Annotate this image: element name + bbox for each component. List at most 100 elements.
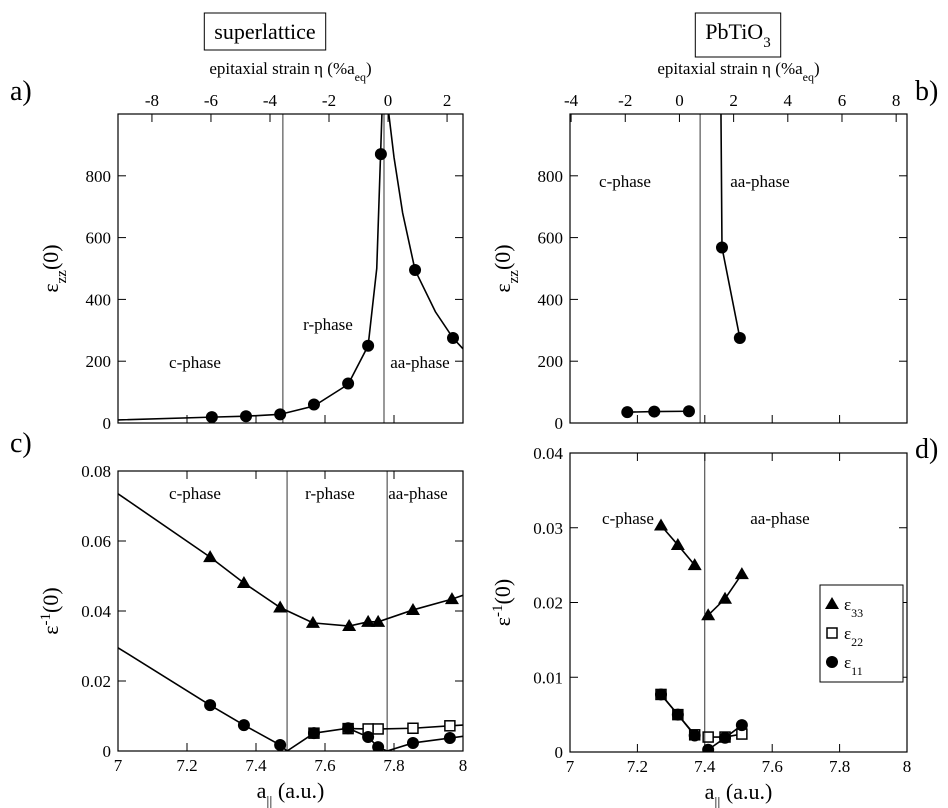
marker	[342, 377, 355, 390]
legend-label: ε33	[844, 595, 863, 620]
marker	[274, 408, 287, 421]
x-tick-label: 7.4	[245, 756, 267, 775]
x-tick-label: 7.8	[383, 756, 404, 775]
x-tick-label: 7.6	[314, 756, 335, 775]
x-tick-label: 7.2	[176, 756, 197, 775]
text-part: ε	[844, 595, 851, 614]
text-part: 11	[851, 664, 863, 678]
text-part: ε	[844, 624, 851, 643]
x2-tick-label: 4	[784, 91, 793, 110]
x2-tick-label: -2	[322, 91, 336, 110]
x2-tick-label: -2	[618, 91, 632, 110]
text-part: )	[814, 59, 820, 78]
marker	[719, 731, 732, 744]
panel-letter: d)	[915, 434, 938, 465]
legend-marker	[825, 597, 839, 609]
text-part: )	[366, 59, 372, 78]
y-tick-label: 0	[103, 414, 112, 433]
x-axis-label: a|| (a.u.)	[705, 779, 773, 808]
x2-tick-label: -8	[145, 91, 159, 110]
y-tick-label: 800	[86, 167, 112, 186]
panel-title: superlattice	[214, 19, 315, 44]
text-part: (0)	[38, 244, 63, 270]
text-part: ε	[490, 617, 515, 626]
text-part: eq	[355, 70, 366, 84]
x-tick-label: 7.6	[762, 757, 783, 776]
plot-area	[621, 114, 746, 419]
text-part: (0)	[38, 587, 63, 613]
y-tick-label: 0	[555, 743, 564, 762]
marker	[682, 405, 695, 418]
marker	[648, 405, 661, 418]
text-part: PbTiO	[705, 19, 763, 44]
marker	[372, 741, 385, 751]
x-tick-label: 8	[459, 756, 468, 775]
marker	[654, 688, 667, 701]
phase-label: aa-phase	[388, 484, 447, 503]
marker	[239, 410, 252, 423]
marker	[653, 518, 668, 531]
y-axis-label: εzz(0)	[490, 244, 522, 292]
plot-frame	[569, 113, 908, 424]
marker	[407, 722, 419, 734]
x2-tick-label: 0	[675, 91, 684, 110]
panel-title: PbTiO3	[705, 19, 770, 51]
y-tick-label: 800	[538, 167, 564, 186]
text-part: ε	[844, 653, 851, 672]
curve	[118, 114, 383, 421]
marker	[307, 398, 320, 411]
text-part: ε	[490, 283, 515, 292]
plot-area	[118, 114, 463, 423]
text-part: ||	[714, 795, 720, 808]
phase-label: c-phase	[599, 172, 651, 191]
marker	[274, 739, 287, 751]
text-part: zz	[54, 270, 70, 284]
curve	[720, 114, 741, 339]
marker	[205, 411, 218, 423]
marker	[236, 576, 251, 588]
x-tick-label: 7.4	[694, 757, 716, 776]
y-tick-label: 0.03	[533, 519, 563, 538]
marker	[446, 332, 459, 345]
marker	[718, 591, 733, 604]
text-part: -1	[490, 604, 506, 617]
panel-letter: a)	[10, 76, 32, 107]
text-part: (0)	[490, 244, 515, 270]
y-tick-label: 200	[86, 352, 112, 371]
legend-marker	[826, 627, 838, 639]
x2-axis-label: epitaxial strain η (%aeq)	[209, 59, 371, 84]
y-axis-label: ε-1(0)	[38, 587, 63, 634]
x2-tick-label: -4	[564, 91, 579, 110]
marker	[688, 729, 701, 742]
legend-label: ε22	[844, 624, 863, 649]
text-part: a	[705, 779, 715, 804]
marker	[374, 148, 387, 161]
y-axis-label: εzz(0)	[38, 244, 70, 292]
y-tick-label: 0	[103, 742, 112, 761]
marker	[621, 406, 634, 419]
text-part: a	[257, 778, 267, 803]
text-part: epitaxial strain η (%a	[657, 59, 803, 78]
title-box	[694, 12, 782, 58]
marker	[237, 719, 250, 732]
phase-label: r-phase	[303, 315, 353, 334]
marker	[305, 615, 320, 628]
y-tick-label: 0	[555, 414, 564, 433]
marker	[273, 600, 288, 613]
text-part: ||	[266, 794, 272, 808]
y-tick-label: 400	[86, 290, 112, 309]
plot-frame	[569, 452, 908, 753]
plot-area	[653, 518, 749, 752]
y-axis-label: ε-1(0)	[490, 579, 515, 626]
marker	[204, 699, 217, 712]
text-part: ε	[38, 283, 63, 292]
marker	[362, 339, 375, 352]
phase-label: aa-phase	[390, 353, 449, 372]
text-part: eq	[803, 70, 814, 84]
text-part: 3	[763, 35, 771, 51]
marker	[444, 592, 459, 605]
marker	[735, 719, 748, 732]
x-tick-label: 8	[903, 757, 912, 776]
marker	[715, 241, 728, 254]
